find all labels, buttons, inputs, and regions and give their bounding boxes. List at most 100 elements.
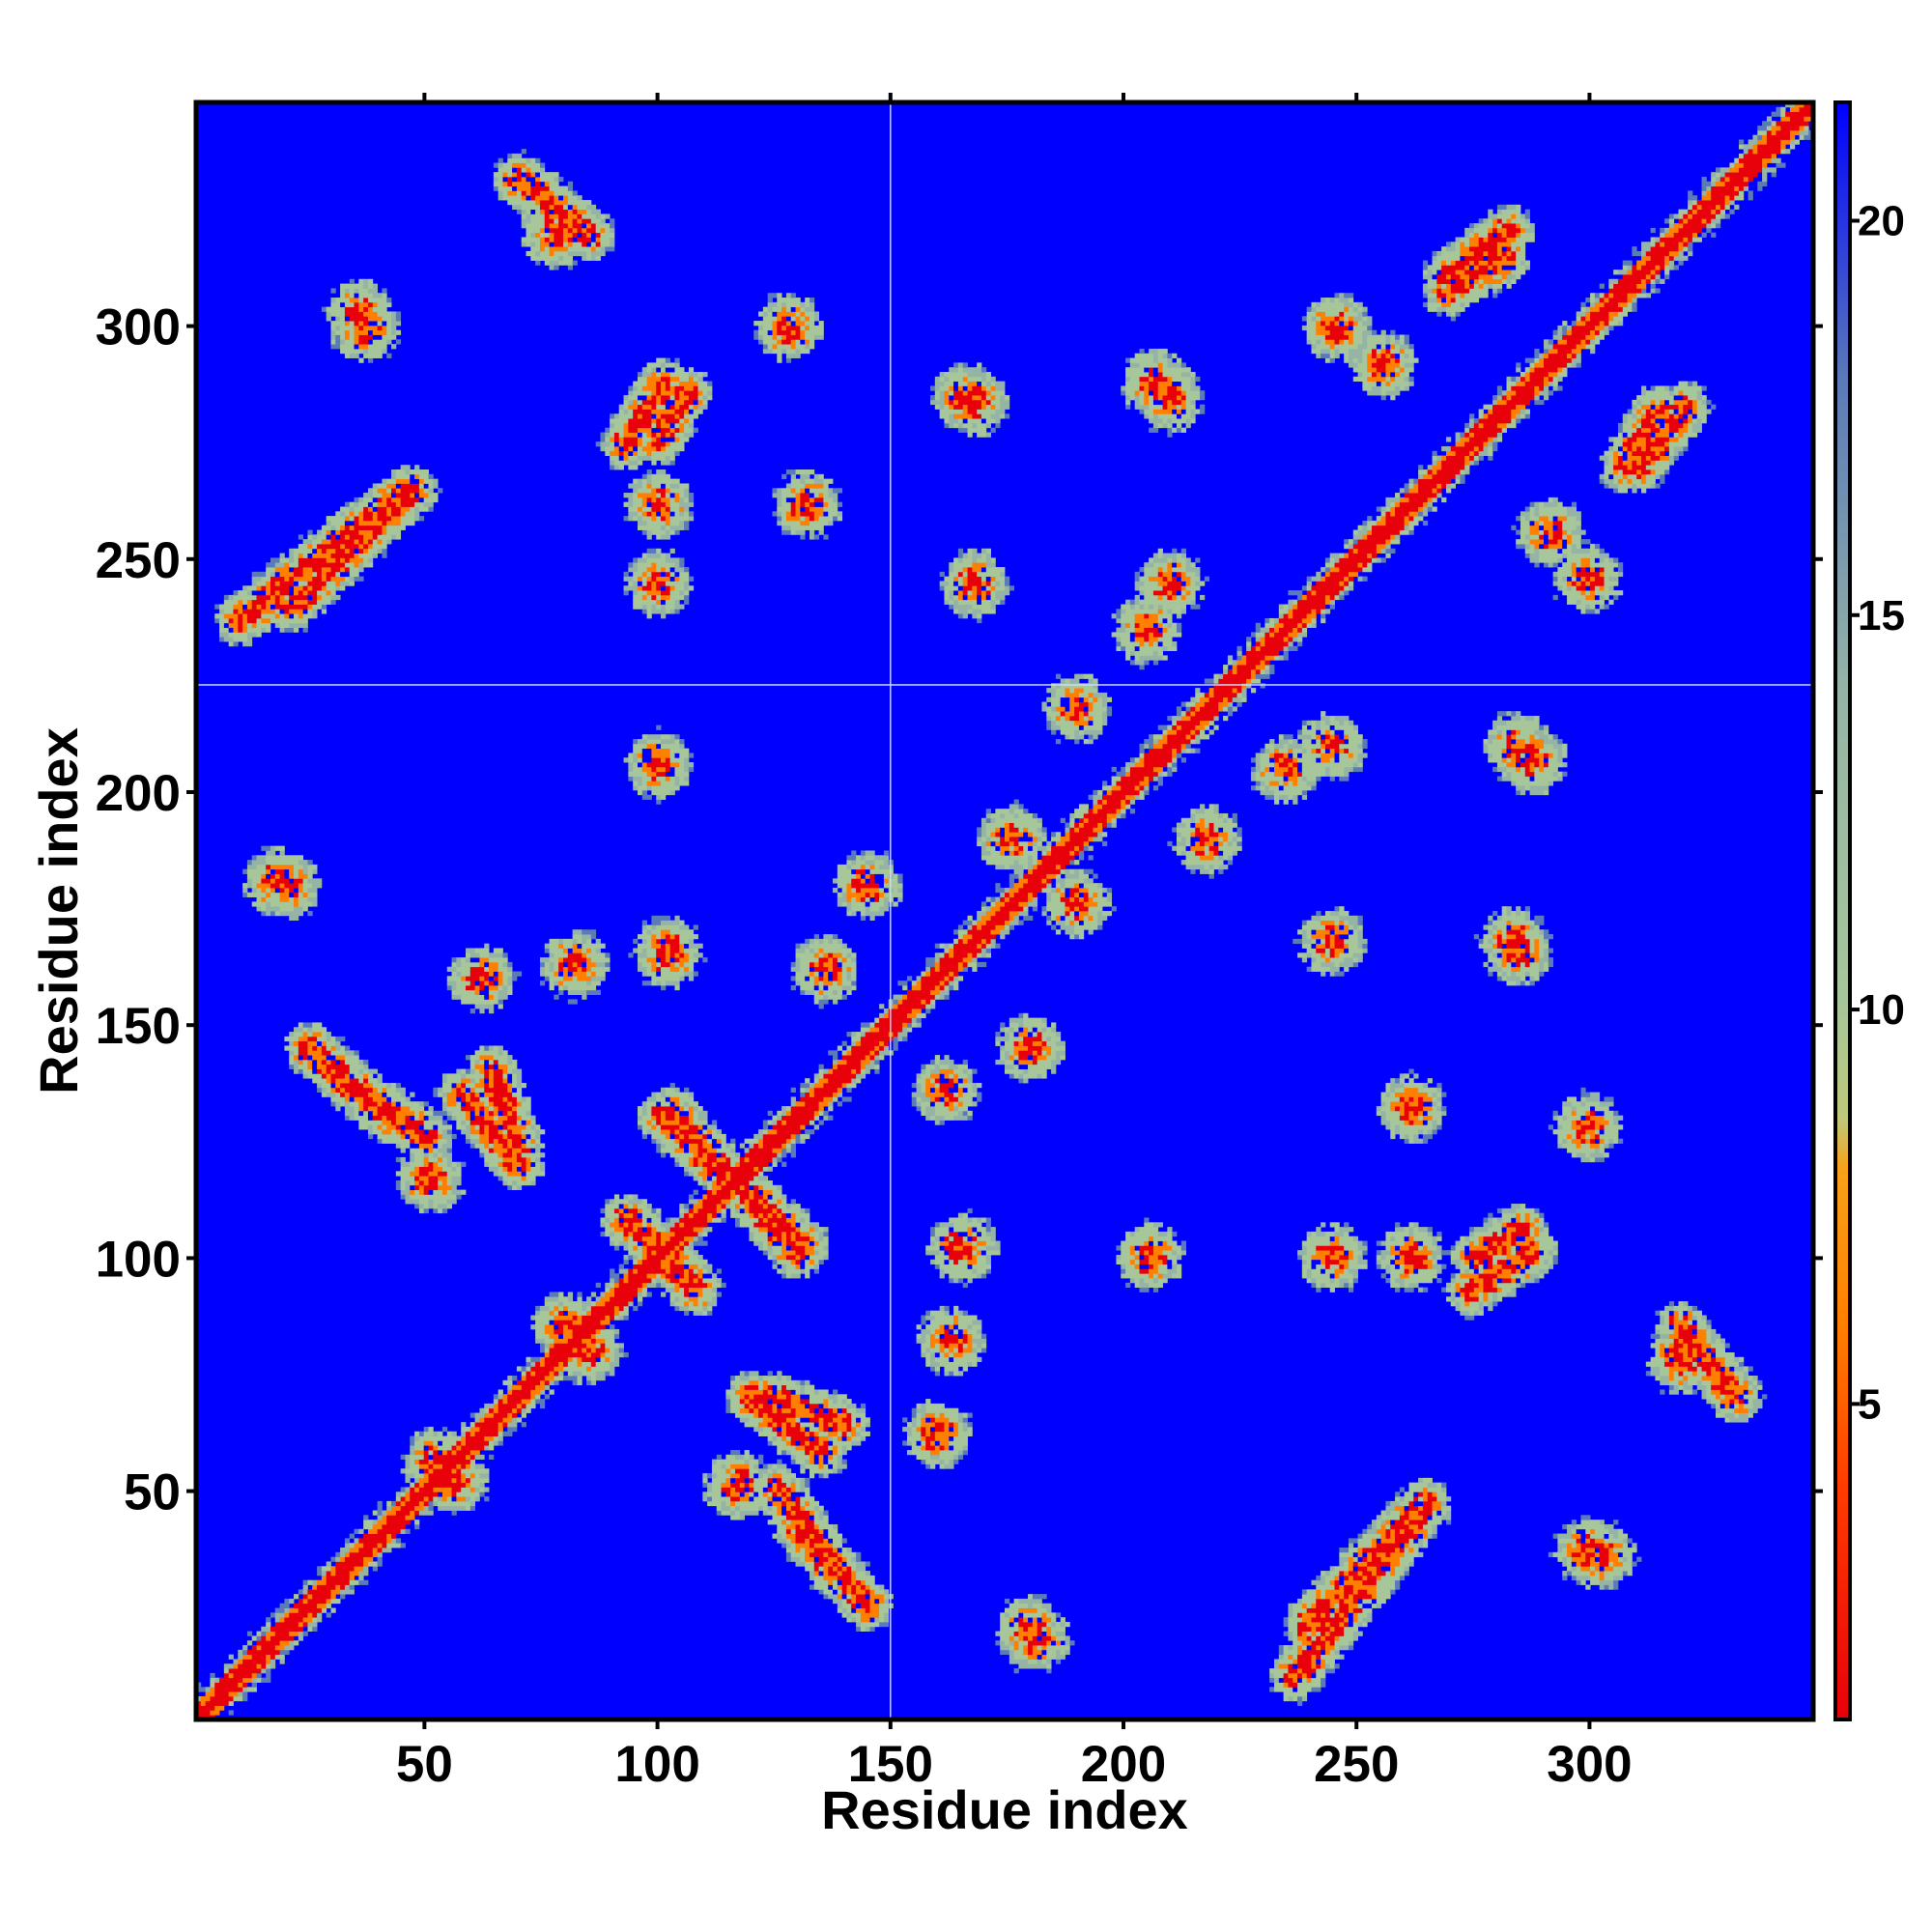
heatmap-cell: [210, 1672, 215, 1679]
heatmap-cell: [484, 1087, 490, 1093]
heatmap-cell: [497, 994, 503, 1000]
heatmap-cell: [344, 1092, 351, 1097]
heatmap-cell: [251, 860, 257, 866]
heatmap-cell: [261, 873, 267, 879]
heatmap-cell: [289, 557, 295, 563]
heatmap-cell: [651, 418, 657, 424]
heatmap-cell: [493, 1059, 499, 1065]
heatmap-cell: [572, 929, 578, 935]
heatmap-cell: [446, 1171, 452, 1177]
heatmap-cell: [391, 534, 397, 540]
heatmap-cell: [326, 1603, 331, 1608]
heatmap-cell: [418, 1156, 425, 1163]
heatmap-cell: [637, 781, 643, 786]
heatmap-cell: [340, 311, 346, 317]
heatmap-cell: [474, 1482, 480, 1488]
heatmap-cell: [590, 1315, 597, 1321]
heatmap-cell: [340, 557, 346, 563]
heatmap-cell: [395, 1543, 402, 1548]
heatmap-cell: [279, 1635, 285, 1641]
heatmap-cell: [535, 1394, 541, 1400]
heatmap-cell: [489, 1422, 495, 1428]
heatmap-cell: [251, 571, 257, 578]
heatmap-cell: [456, 976, 462, 981]
heatmap-cell: [567, 1296, 574, 1302]
heatmap-cell: [577, 1348, 582, 1353]
heatmap-cell: [377, 534, 383, 540]
heatmap-cell: [577, 938, 582, 945]
heatmap-cell: [484, 999, 490, 1005]
heatmap-cell: [502, 1156, 508, 1163]
heatmap-cell: [605, 1199, 611, 1205]
heatmap-cell: [358, 298, 364, 303]
heatmap-cell: [451, 1106, 457, 1112]
heatmap-cell: [284, 1045, 290, 1051]
heatmap-cell: [656, 1092, 662, 1097]
heatmap-cell: [544, 237, 550, 242]
heatmap-cell: [344, 1575, 351, 1581]
heatmap-cell: [641, 609, 647, 614]
heatmap-cell: [321, 1607, 327, 1613]
heatmap-cell: [507, 961, 513, 968]
heatmap-cell: [549, 1296, 554, 1302]
heatmap-cell: [344, 581, 351, 586]
heatmap-cell: [582, 984, 587, 991]
heatmap-cell: [330, 1045, 336, 1051]
heatmap-cell: [279, 627, 285, 633]
heatmap-cell: [302, 1064, 308, 1069]
heatmap-cell: [595, 213, 601, 219]
heatmap-cell: [633, 1199, 639, 1205]
heatmap-cell: [418, 1435, 425, 1441]
heatmap-cell: [256, 855, 262, 861]
heatmap-cell: [354, 571, 359, 578]
heatmap-cell: [326, 1612, 331, 1618]
heatmap-cell: [461, 1487, 467, 1492]
heatmap-cell: [641, 381, 647, 386]
heatmap-cell: [549, 190, 554, 196]
heatmap-cell: [446, 1129, 452, 1135]
heatmap-cell: [289, 1059, 295, 1065]
heatmap-cell: [456, 1110, 462, 1117]
heatmap-cell: [544, 1333, 550, 1339]
heatmap-cell: [266, 617, 271, 624]
heatmap-cell: [335, 306, 341, 312]
heatmap-cell: [595, 227, 601, 234]
heatmap-cell: [266, 1645, 271, 1651]
heatmap-cell: [651, 785, 657, 791]
heatmap-cell: [461, 1445, 467, 1451]
heatmap-cell: [586, 1376, 592, 1381]
heatmap-cell: [438, 1148, 443, 1153]
heatmap-cell: [382, 348, 387, 355]
heatmap-cell: [391, 329, 397, 335]
heatmap-cell: [294, 1631, 299, 1636]
heatmap-cell: [414, 1152, 420, 1158]
heatmap-cell: [414, 1204, 420, 1209]
heatmap-cell: [446, 1156, 452, 1163]
heatmap-cell: [530, 1115, 536, 1121]
heatmap-cell: [386, 525, 392, 530]
heatmap-cell: [307, 896, 313, 902]
heatmap-cell: [391, 1138, 397, 1144]
heatmap-cell: [554, 1366, 559, 1372]
heatmap-cell: [633, 776, 639, 781]
heatmap-cell: [335, 1101, 341, 1107]
heatmap-cell: [298, 864, 304, 870]
heatmap-cell: [516, 1129, 523, 1135]
heatmap-cell: [382, 1538, 387, 1544]
heatmap-cell: [451, 1505, 457, 1511]
heatmap-cell: [474, 1133, 480, 1140]
heatmap-cell: [410, 1454, 415, 1461]
heatmap-cell: [549, 1292, 554, 1297]
heatmap-cell: [410, 478, 415, 484]
heatmap-cell: [400, 465, 406, 470]
heatmap-cell: [474, 966, 480, 972]
heatmap-cell: [441, 1078, 448, 1084]
heatmap-cell: [261, 1668, 267, 1674]
heatmap-cell: [512, 1376, 518, 1381]
heatmap-cell: [549, 185, 554, 191]
heatmap-cell: [530, 213, 536, 219]
heatmap-cell: [228, 1710, 234, 1716]
heatmap-cell: [544, 246, 550, 252]
heatmap-cell: [349, 1096, 355, 1102]
heatmap-cell: [317, 590, 323, 596]
